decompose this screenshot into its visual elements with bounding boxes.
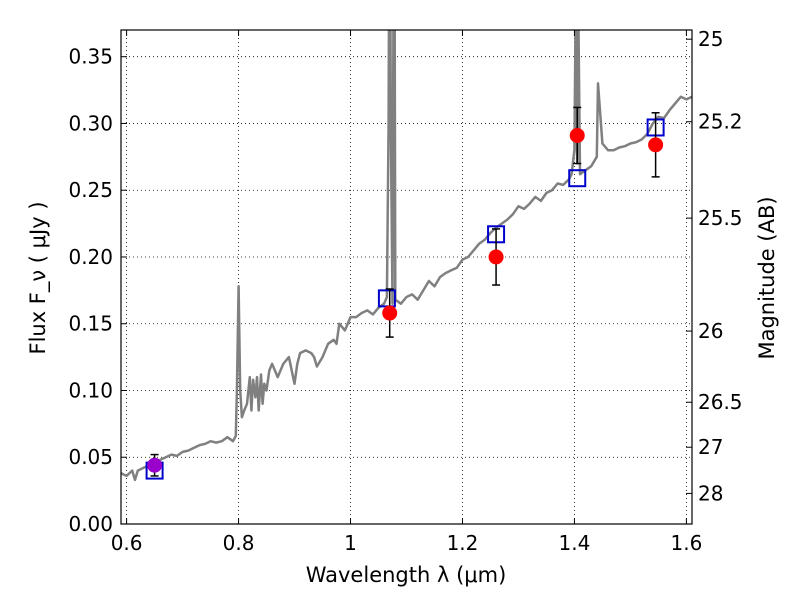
observed-point <box>147 457 163 473</box>
y2-tick-label: 25.5 <box>698 206 743 230</box>
x-tick-label: 1.6 <box>670 531 702 555</box>
x-tick-label: 1.4 <box>559 531 591 555</box>
observed-point <box>488 249 504 265</box>
plot-area <box>121 30 692 482</box>
y-tick-label: 0.05 <box>68 445 113 469</box>
observed-point <box>382 305 398 321</box>
y-tick-label: 0.10 <box>68 378 113 402</box>
y-axis-label: Flux F_ν ( μJy ) <box>26 201 51 354</box>
y2-tick-label: 28 <box>698 481 723 505</box>
x-tick-label: 1.2 <box>447 531 479 555</box>
y-tick-label: 0.15 <box>68 312 113 336</box>
observed-point <box>569 127 585 143</box>
model-band-square <box>568 169 587 188</box>
x-tick-label: 0.8 <box>223 531 255 555</box>
observed-point <box>648 137 664 153</box>
y2-tick-label: 27 <box>698 435 723 459</box>
grid-lines <box>121 30 692 524</box>
y2-tick-label: 25 <box>698 27 723 51</box>
y-tick-label: 0.30 <box>68 111 113 135</box>
tick-marks <box>121 30 692 525</box>
tick-labels: 0.6 0.8 1 1.2 1.4 1.6 0.00 0.05 0.10 0.15 0.20 0.25… <box>68 27 742 555</box>
y2-tick-label: 26 <box>698 319 723 343</box>
x-axis-label: Wavelength λ (μm) <box>306 563 507 587</box>
axes-frame <box>120 29 693 525</box>
y-tick-label: 0.25 <box>68 178 113 202</box>
y-tick-label: 0.20 <box>68 245 113 269</box>
y-tick-label: 0.35 <box>68 45 113 69</box>
model-spectrum-line <box>121 30 692 482</box>
y2-tick-label: 25.2 <box>698 110 743 134</box>
x-tick-label: 1 <box>344 531 357 555</box>
y-tick-label: 0.00 <box>68 512 113 536</box>
x-tick-label: 0.6 <box>111 531 143 555</box>
y2-axis-label: Magnitude (AB) <box>755 196 779 359</box>
y2-tick-label: 26.5 <box>698 390 743 414</box>
